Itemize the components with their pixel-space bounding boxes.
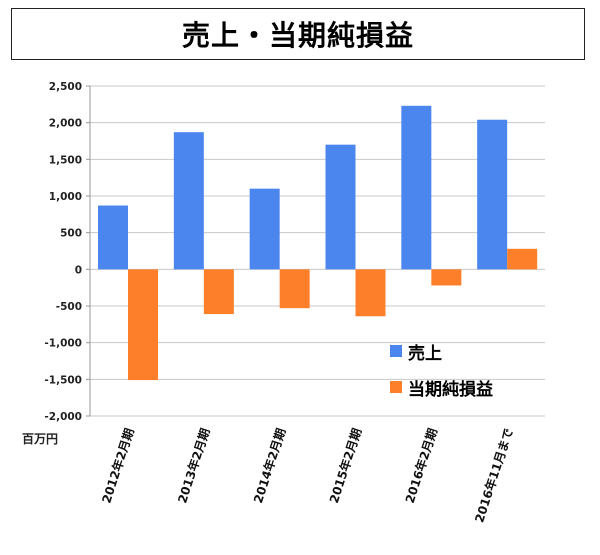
y-tick-label: 1,000 <box>49 191 82 203</box>
bar-sales <box>477 119 508 270</box>
bar-sales <box>173 132 204 270</box>
y-tick-label: -1,000 <box>44 338 82 350</box>
y-tick-label: -1,500 <box>44 374 82 386</box>
bar-sales <box>401 105 432 270</box>
legend-label-net-income: 当期純損益 <box>408 379 493 400</box>
y-tick-label: -2,000 <box>44 411 82 423</box>
unit-label: 百万円 <box>22 432 59 446</box>
y-tick-label: 2,000 <box>49 118 82 130</box>
chart-title: 売上・当期純損益 <box>11 8 585 60</box>
bar-net-income <box>431 269 462 286</box>
y-tick-label: 1,500 <box>49 154 82 166</box>
bar-sales <box>325 144 356 270</box>
legend-label-sales: 売上 <box>408 343 442 364</box>
x-tick-label: 2014年2月期 <box>250 426 288 505</box>
bar-net-income <box>203 269 234 315</box>
legend-swatch-sales <box>390 345 402 357</box>
x-tick-label: 2012年2月期 <box>98 426 136 505</box>
y-tick-label: 0 <box>75 264 82 276</box>
bar-net-income <box>507 248 538 270</box>
y-tick-label: -500 <box>56 301 82 313</box>
legend-item-sales: 売上 <box>390 340 493 364</box>
legend: 売上 当期純損益 <box>390 340 493 412</box>
x-tick-label: 2016年2月期 <box>402 426 440 505</box>
x-tick-label: 2013年2月期 <box>174 426 212 505</box>
legend-swatch-net-income <box>390 381 402 393</box>
bar-sales <box>249 188 280 270</box>
bar-net-income <box>355 269 386 317</box>
legend-item-net-income: 当期純損益 <box>390 376 493 400</box>
bar-net-income <box>279 269 310 309</box>
y-tick-label: 2,500 <box>49 81 82 93</box>
bar-net-income <box>128 269 158 381</box>
bar-sales <box>98 205 128 270</box>
x-tick-label: 2015年2月期 <box>326 426 364 505</box>
y-tick-label: 500 <box>60 228 82 240</box>
x-tick-label: 2016年11月まで <box>471 426 516 524</box>
